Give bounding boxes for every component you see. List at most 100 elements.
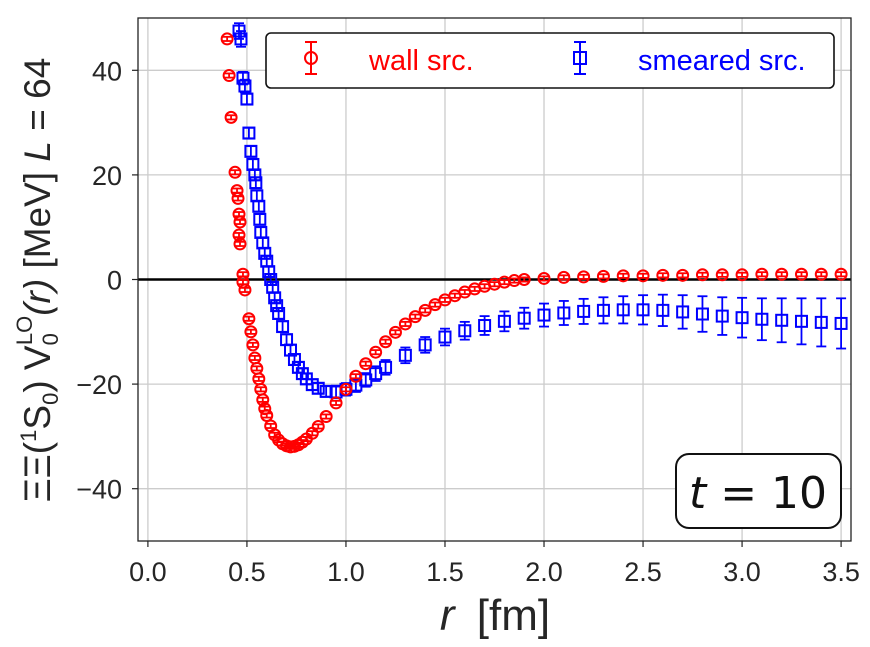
annotation-box [675, 453, 842, 529]
wall-data-point [379, 335, 393, 349]
marker-circle [408, 310, 422, 324]
wall-data-point [329, 396, 343, 410]
x-axis-title: r [fm] [440, 591, 550, 640]
marker-square [319, 384, 333, 398]
y-axis-sub-0: 0 [38, 393, 63, 405]
annotation-var: t [689, 468, 708, 519]
wall-data-point [715, 268, 729, 282]
marker-circle [369, 345, 383, 359]
marker-square [636, 303, 650, 317]
x-tick-label: 0.0 [129, 557, 167, 587]
y-axis-l: L [17, 141, 58, 162]
smeared-data-point [695, 295, 709, 333]
wall-data-point [248, 351, 262, 365]
marker-circle [220, 32, 234, 46]
smeared-data-point [242, 126, 256, 140]
marker-square [537, 308, 551, 322]
marker-square [244, 144, 258, 158]
y-axis-r: (r) [17, 279, 58, 316]
marker-circle [596, 269, 610, 283]
marker-circle [256, 393, 270, 407]
wall-data-point [254, 382, 268, 396]
wall-data-point [228, 165, 242, 179]
wall-data-point [250, 361, 264, 375]
wall-data-point [577, 270, 591, 284]
marker-square [253, 212, 267, 226]
smeared-data-point [636, 294, 650, 326]
marker-square [834, 316, 848, 330]
wall-data-point [408, 310, 422, 324]
wall-data-point [339, 382, 353, 396]
wall-data-point [244, 325, 258, 339]
smeared-data-point [238, 78, 252, 94]
wall-data-point [418, 303, 432, 317]
marker-circle [238, 283, 252, 297]
legend-label-smeared: smeared src. [638, 45, 806, 77]
marker-square [270, 299, 284, 313]
marker-square [775, 313, 789, 327]
marker-square [276, 320, 290, 334]
wall-data-point [794, 267, 808, 281]
wall-data-point [256, 393, 270, 407]
marker-square [268, 291, 282, 305]
marker-square [676, 305, 690, 319]
marker-square [418, 338, 432, 352]
smeared-data-point [244, 144, 258, 158]
smeared-data-point [814, 297, 828, 348]
smeared-data-point [272, 306, 286, 320]
marker-circle [224, 110, 238, 124]
smeared-data-point [616, 295, 630, 325]
wall-data-point [252, 372, 266, 386]
marker-circle [616, 269, 630, 283]
marker-square [616, 303, 630, 317]
marker-circle [233, 237, 247, 251]
wall-data-point [814, 267, 828, 281]
marker-circle [537, 271, 551, 285]
marker-square [794, 314, 808, 328]
smeared-data-point [249, 176, 263, 190]
marker-circle [339, 382, 353, 396]
marker-circle [794, 267, 808, 281]
marker-square [557, 306, 571, 320]
marker-square [596, 303, 610, 317]
smeared-data-point [379, 359, 393, 376]
marker-square [656, 303, 670, 317]
x-tick-label: 3.0 [723, 557, 761, 587]
smeared-data-point [246, 157, 260, 171]
marker-square [755, 312, 769, 326]
marker-circle [695, 268, 709, 282]
wall-data-point [596, 269, 610, 283]
marker-square [249, 176, 263, 190]
smeared-data-point [676, 294, 690, 330]
marker-square [438, 330, 452, 344]
smeared-data-point [794, 297, 808, 346]
wall-data-point [220, 32, 234, 46]
wall-data-point [224, 110, 238, 124]
smeared-data-point [319, 384, 333, 398]
wall-data-point [695, 268, 709, 282]
wall-data-point [311, 419, 325, 433]
smeared-data-point [517, 306, 531, 330]
smeared-data-point [418, 336, 432, 354]
marker-square [577, 304, 591, 318]
marker-square [311, 381, 325, 395]
smeared-data-point [478, 315, 492, 336]
wall-data-point [388, 325, 402, 339]
marker-square [234, 32, 248, 46]
wall-data-point [616, 269, 630, 283]
series-layer [220, 22, 848, 454]
marker-circle [755, 267, 769, 281]
series-smeared [232, 22, 848, 400]
marker-square [258, 246, 272, 260]
marker-circle [398, 317, 412, 331]
marker-circle [834, 267, 848, 281]
annotation-text: t = 10 [689, 468, 827, 519]
wall-data-point [775, 267, 789, 281]
wall-data-point [349, 369, 363, 383]
marker-circle [349, 369, 363, 383]
marker-square [287, 353, 301, 367]
marker-square [240, 92, 254, 106]
x-tick-label: 1.0 [327, 557, 365, 587]
x-axis-unit: [fm] [477, 591, 550, 640]
